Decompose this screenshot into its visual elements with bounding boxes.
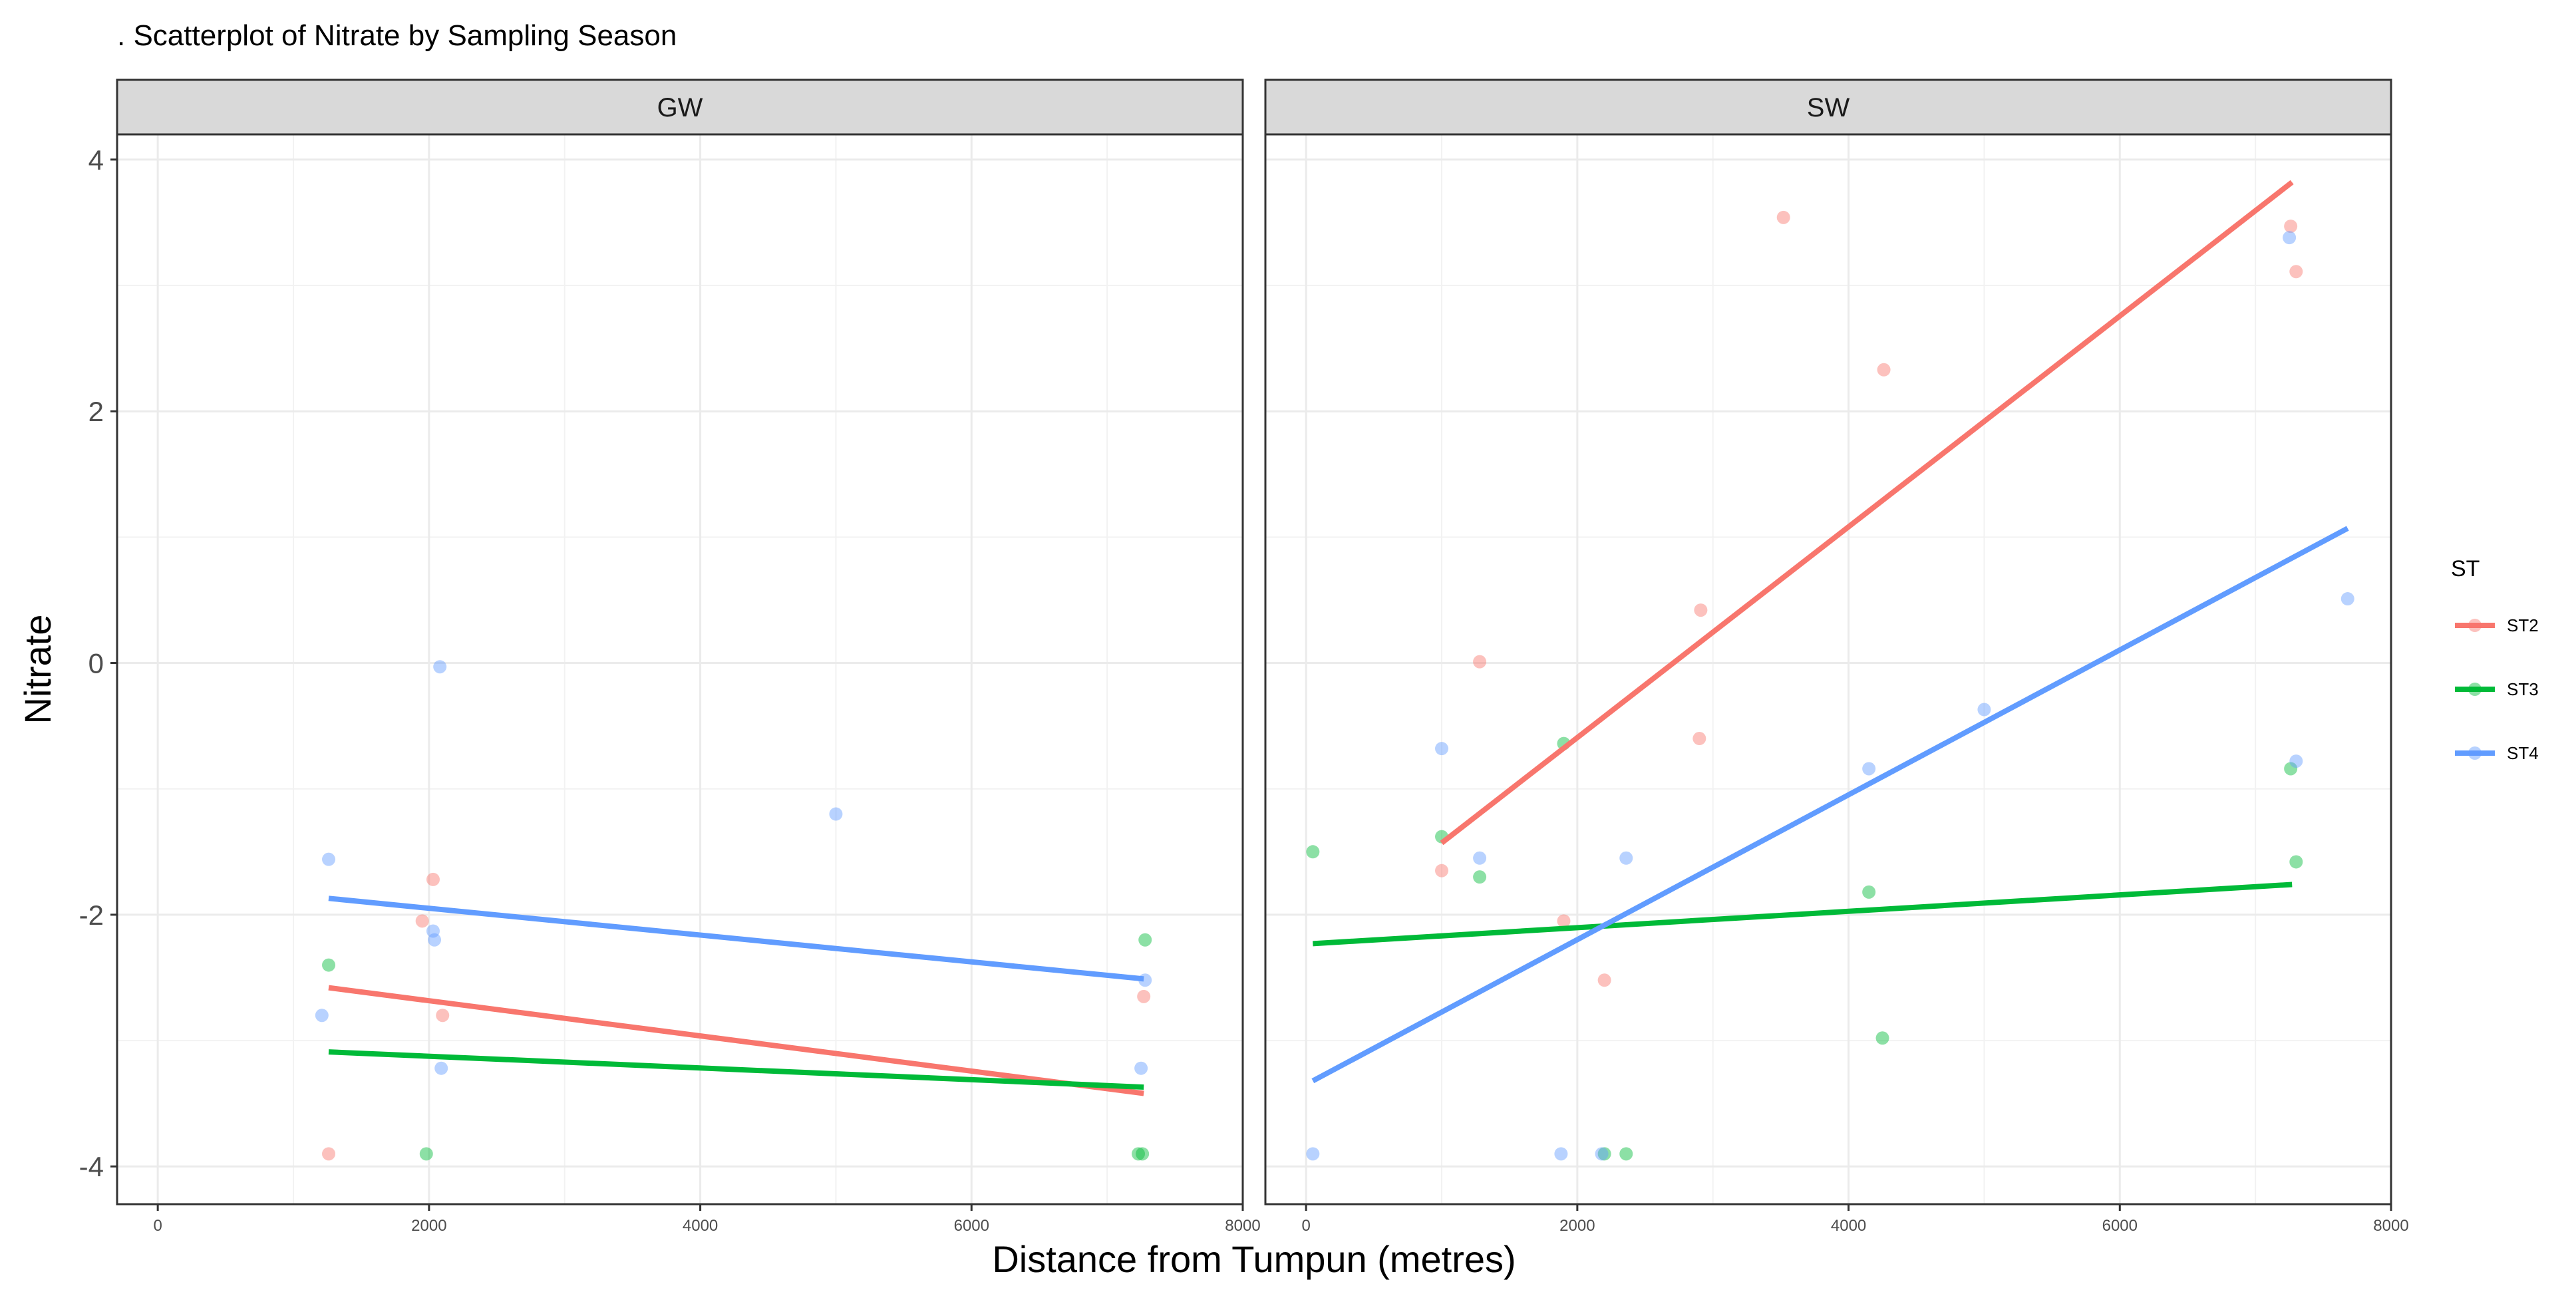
point-sw-st3 [1862,885,1876,899]
point-gw-st4 [434,1061,448,1075]
point-gw-st3 [1136,1147,1150,1161]
panel-sw: SW 0 2000 4000 6000 8000 [1264,79,2409,1235]
x-tick-label: 8000 [2373,1217,2408,1235]
legend: ST ST2 ST3 ST4 [2451,556,2539,763]
fit-line-gw-st4 [328,895,1144,982]
point-sw-st4 [1862,762,1876,776]
point-gw-st3 [419,1147,433,1161]
gridlines-gw [117,134,1244,1204]
strip-label-gw: GW [657,93,703,122]
fit-line-gw-st3 [328,1049,1144,1090]
legend-label-st2: ST2 [2507,615,2539,635]
point-sw-st3 [1597,1147,1611,1161]
panel-area-gw [117,134,1243,1204]
x-tick-label: 2000 [411,1217,446,1235]
point-sw-st3 [2289,855,2303,869]
point-gw-st4 [315,1009,329,1023]
point-sw-st3 [1875,1031,1889,1045]
legend-items: ST2 ST3 ST4 [2455,615,2539,763]
point-sw-st4 [1977,703,1991,717]
x-tick-label: 4000 [1831,1217,1866,1235]
point-sw-st4 [1306,1147,1320,1161]
point-sw-st3 [1473,870,1487,884]
point-gw-st2 [1137,989,1151,1003]
y-tick-label: 2 [88,396,104,427]
point-gw-st4 [322,852,336,866]
point-gw-st2 [426,872,440,886]
y-axis-title: Nitrate [17,615,59,725]
point-gw-st4 [426,924,440,938]
point-sw-st4 [1554,1147,1568,1161]
fit-line-gw-st2 [328,985,1144,1096]
panel-border-sw [1264,133,2392,1206]
legend-key-point-st4 [2468,746,2482,760]
panel-gw: GW 0 2000 4000 6000 8000 [116,79,1261,1235]
point-sw-st2 [1776,210,1790,224]
x-axis-title: Distance from Tumpun (metres) [992,1238,1516,1280]
point-sw-st2 [2284,220,2298,234]
points-gw [315,660,1152,1161]
x-tick-label: 6000 [2102,1217,2138,1235]
y-tick-label: -4 [79,1151,104,1182]
point-gw-st4 [1134,1061,1148,1075]
fit-line-sw-st3 [1313,882,2293,947]
x-tick-label: 6000 [954,1217,989,1235]
y-axis-ticks: -4 -2 0 2 4 [79,144,117,1182]
x-tick-label: 0 [1301,1217,1310,1235]
point-sw-st2 [1435,864,1449,878]
point-sw-st4 [2289,754,2303,768]
point-gw-st2 [436,1009,450,1023]
point-gw-st4 [428,933,442,947]
point-sw-st2 [1597,973,1611,987]
point-sw-st4 [1473,851,1487,865]
point-sw-st4 [2340,592,2354,606]
point-gw-st2 [322,1147,336,1161]
fit-line-sw-st4 [1311,526,2349,1084]
point-sw-st4 [2283,231,2297,245]
fit-lines-gw [328,895,1144,1096]
point-gw-st2 [415,914,429,928]
strip-label-sw: SW [1807,93,1850,122]
y-tick-label: -2 [79,899,104,931]
x-tick-label: 2000 [1559,1217,1595,1235]
x-ticks-gw: 0 2000 4000 6000 8000 [153,1204,1261,1235]
legend-label-st3: ST3 [2507,679,2539,699]
point-sw-st4 [1619,851,1633,865]
point-sw-st3 [1306,845,1320,859]
point-sw-st2 [1694,603,1708,617]
point-sw-st3 [2284,762,2298,776]
x-tick-label: 0 [153,1217,162,1235]
legend-key-point-st3 [2468,683,2482,696]
point-sw-st3 [1619,1147,1633,1161]
point-sw-st2 [1557,914,1571,928]
point-sw-st2 [1473,655,1487,669]
fit-lines-sw [1311,180,2349,1084]
panel-border-gw [116,133,1244,1206]
legend-title: ST [2451,556,2480,581]
fit-line-sw-st2 [1440,180,2294,846]
point-sw-st2 [1692,732,1706,746]
legend-key-point-st2 [2468,619,2482,632]
x-tick-label: 8000 [1225,1217,1260,1235]
y-tick-label: 4 [88,144,104,176]
chart-title: . Scatterplot of Nitrate by Sampling Sea… [117,19,677,52]
point-sw-st2 [2289,265,2303,279]
x-ticks-sw: 0 2000 4000 6000 8000 [1301,1204,2409,1235]
points-sw [1306,210,2354,1161]
x-tick-label: 4000 [683,1217,718,1235]
strip-gw [116,79,1244,136]
y-tick-label: 0 [88,648,104,679]
point-sw-st4 [1595,1147,1609,1161]
point-gw-st3 [1138,933,1152,947]
legend-label-st4: ST4 [2507,743,2539,763]
point-gw-st4 [433,660,447,674]
point-gw-st3 [322,958,336,972]
point-gw-st3 [1132,1147,1146,1161]
panel-area-sw [1265,134,2391,1204]
point-sw-st4 [1435,742,1449,756]
point-sw-st2 [1877,363,1891,377]
point-gw-st4 [829,807,843,821]
